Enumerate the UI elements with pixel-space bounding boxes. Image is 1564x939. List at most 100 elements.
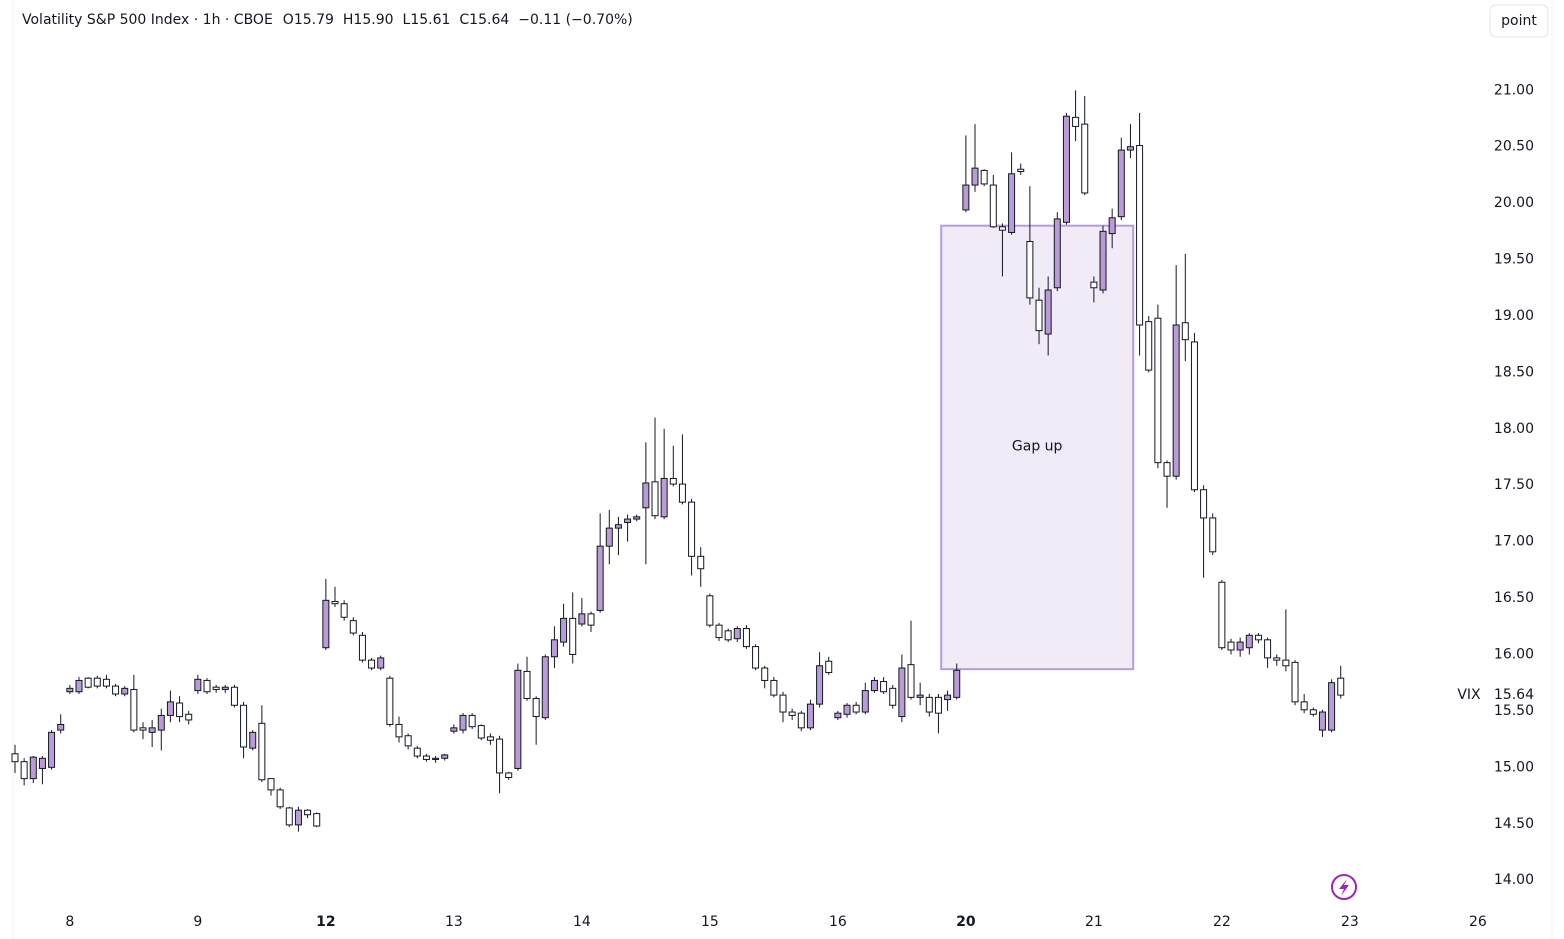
candle bbox=[1264, 637, 1272, 669]
candle-body bbox=[998, 226, 1006, 231]
icon-bolt[interactable] bbox=[1339, 879, 1349, 896]
candle bbox=[1209, 513, 1217, 556]
candle-body bbox=[20, 761, 28, 780]
candle bbox=[898, 654, 906, 723]
candle bbox=[998, 223, 1006, 277]
candle-body bbox=[989, 184, 997, 228]
candle bbox=[1181, 253, 1189, 362]
candle-body bbox=[1190, 341, 1198, 491]
candle-body bbox=[1145, 321, 1153, 371]
candle-body bbox=[450, 727, 458, 732]
lightning-icon[interactable] bbox=[1331, 874, 1357, 900]
candle-body bbox=[148, 727, 156, 733]
candle-body bbox=[633, 516, 641, 520]
candle bbox=[1282, 609, 1290, 672]
candle-body bbox=[413, 747, 421, 757]
candle bbox=[29, 756, 37, 784]
candle bbox=[66, 684, 74, 694]
y-tick-label: 21.00 bbox=[1494, 82, 1534, 98]
candle bbox=[38, 756, 46, 785]
candle bbox=[450, 724, 458, 734]
symbol-label: VIX bbox=[1457, 687, 1481, 703]
candle-body bbox=[724, 630, 732, 641]
candle bbox=[1136, 112, 1144, 356]
candle bbox=[989, 174, 997, 228]
candle bbox=[1108, 208, 1116, 249]
candle-body bbox=[139, 727, 147, 731]
plot: Gap up bbox=[11, 90, 1345, 832]
x-tick-label: 22 bbox=[1213, 914, 1231, 930]
x-tick-label: 13 bbox=[445, 914, 463, 930]
candle-body bbox=[1200, 489, 1208, 519]
candle-body bbox=[486, 736, 494, 741]
candle bbox=[368, 657, 376, 671]
candle-body bbox=[916, 694, 924, 698]
candle bbox=[779, 691, 787, 723]
y-tick-label: 18.50 bbox=[1494, 364, 1534, 380]
candle-body bbox=[102, 678, 110, 687]
candle bbox=[651, 417, 659, 520]
y-tick-label: 16.50 bbox=[1494, 590, 1534, 606]
candle-body bbox=[1117, 149, 1125, 218]
candle bbox=[1163, 460, 1171, 508]
candle-body bbox=[477, 725, 485, 739]
price-label-bg bbox=[1490, 686, 1540, 705]
candle-body bbox=[48, 731, 56, 768]
candle-body bbox=[1026, 240, 1034, 299]
x-tick-label: 8 bbox=[65, 914, 74, 930]
candle bbox=[48, 730, 56, 770]
candle bbox=[276, 787, 284, 810]
candle bbox=[1126, 124, 1134, 158]
candle bbox=[816, 652, 824, 708]
candle-body bbox=[1062, 115, 1070, 223]
candle-body bbox=[550, 639, 558, 658]
candle-body bbox=[1172, 324, 1180, 477]
candle-body bbox=[797, 712, 805, 729]
y-tick-label: 16.00 bbox=[1494, 646, 1534, 662]
candle bbox=[468, 713, 476, 729]
candle-body bbox=[816, 665, 824, 705]
candle bbox=[560, 603, 568, 647]
candle-body bbox=[505, 772, 513, 778]
ohlc-values: O15.79 H15.90 L15.61 C15.64 −0.11 (−0.70%) bbox=[283, 12, 633, 28]
point-button-label[interactable]: point bbox=[1501, 13, 1537, 29]
candle-body bbox=[1300, 701, 1308, 711]
candle bbox=[1017, 163, 1025, 175]
candle-body bbox=[944, 694, 952, 701]
candle bbox=[1053, 212, 1061, 292]
candle-body bbox=[980, 169, 988, 185]
candle bbox=[870, 677, 878, 693]
candle-body bbox=[697, 555, 705, 570]
candle bbox=[477, 724, 485, 741]
candle bbox=[569, 592, 577, 664]
candle-body bbox=[185, 713, 193, 721]
candle bbox=[240, 701, 248, 759]
candle bbox=[112, 683, 120, 697]
candle-body bbox=[1282, 659, 1290, 667]
candle-body bbox=[331, 600, 339, 605]
ohlc-value: H15.90 bbox=[343, 12, 394, 28]
candle-body bbox=[84, 677, 92, 688]
candle bbox=[1154, 304, 1162, 469]
candle-body bbox=[240, 704, 248, 748]
candle bbox=[1190, 332, 1198, 492]
point-button[interactable] bbox=[1489, 4, 1549, 38]
candle-body bbox=[176, 702, 184, 718]
candle bbox=[578, 598, 586, 627]
candle bbox=[258, 705, 266, 783]
candle bbox=[157, 708, 165, 751]
candle-body bbox=[157, 714, 165, 731]
candle-body bbox=[66, 687, 74, 693]
candle bbox=[944, 690, 952, 711]
candle bbox=[596, 513, 604, 613]
candle-body bbox=[1154, 317, 1162, 464]
candle-body bbox=[1035, 299, 1043, 332]
change-value: −0.11 (−0.70%) bbox=[518, 12, 632, 28]
candle-body bbox=[560, 617, 568, 643]
candle bbox=[861, 682, 869, 715]
candle bbox=[806, 699, 814, 731]
candle-body bbox=[1318, 711, 1326, 731]
candle bbox=[93, 675, 101, 689]
candle bbox=[514, 663, 522, 771]
candle bbox=[11, 744, 19, 773]
